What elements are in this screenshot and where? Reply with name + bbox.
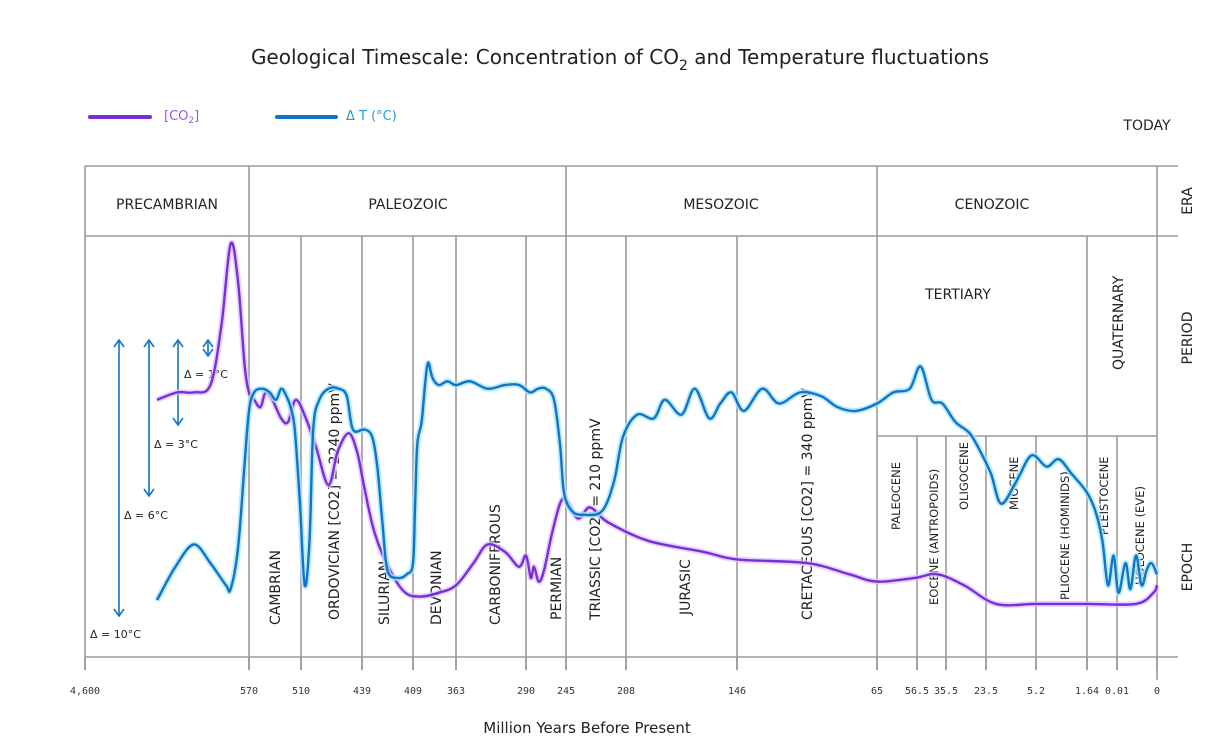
arrow-head-up-icon xyxy=(143,338,155,348)
period-label: CRETACEOUS [CO2] = 340 ppmV xyxy=(800,388,816,620)
epoch-label: PLEISTOCENE xyxy=(1097,456,1111,535)
delta-10-arrow xyxy=(113,338,125,618)
delta-3-arrow xyxy=(172,338,184,427)
period-label: CARBONIFEROUS xyxy=(488,504,504,625)
delta-annotations: Δ = 1°C Δ = 3°C Δ = 6°C Δ = 10°C xyxy=(90,338,228,641)
delta-3-label: Δ = 3°C xyxy=(154,438,198,451)
delta-1-label: Δ = 1°C xyxy=(184,368,228,381)
x-tick-label: 146 xyxy=(728,686,746,697)
period-label: DEVONIAN xyxy=(429,550,445,625)
x-tick-label: 510 xyxy=(292,686,310,697)
epoch-label: EOCENE (ANTROPOIDS) xyxy=(927,469,941,605)
series-layer xyxy=(154,239,1160,609)
today-label: TODAY xyxy=(1122,118,1171,134)
x-tick-label: 5.2 xyxy=(1027,686,1045,697)
legend-label-co2: [CO2] xyxy=(164,109,199,126)
x-tick-label: 23.5 xyxy=(974,686,998,697)
delta-6-arrow xyxy=(143,338,155,498)
x-tick-label: 570 xyxy=(240,686,258,697)
row-label-era: ERA xyxy=(1180,187,1196,215)
chart-title: Geological Timescale: Concentration of C… xyxy=(251,45,989,74)
x-tick-label: 1.64 xyxy=(1075,686,1099,697)
epoch-label: PLIOCENE (HOMINIDS) xyxy=(1058,471,1072,600)
x-tick-label: 439 xyxy=(353,686,371,697)
x-tick-label: 0 xyxy=(1154,686,1160,697)
x-tick-label: 65 xyxy=(871,686,883,697)
series-line-co2 xyxy=(156,241,1159,607)
delta-10-label: Δ = 10°C xyxy=(90,628,141,641)
x-tick-label: 245 xyxy=(557,686,575,697)
x-tick-label: 363 xyxy=(447,686,465,697)
period-label-quaternary: QUATERNARY xyxy=(1111,275,1127,370)
era-label-paleozoic: PALEOZOIC xyxy=(368,197,448,213)
period-label: PERMIAN xyxy=(549,557,565,620)
x-tick-label: 208 xyxy=(617,686,635,697)
arrow-head-down-icon xyxy=(202,348,214,358)
era-label-precambrian: PRECAMBRIAN xyxy=(116,197,218,213)
x-axis-label: Million Years Before Present xyxy=(483,719,691,737)
row-label-epoch: EPOCH xyxy=(1180,543,1196,592)
x-tick-label: 0.01 xyxy=(1105,686,1129,697)
period-label: JURASIC xyxy=(678,559,694,616)
arrow-head-down-icon xyxy=(172,417,184,427)
period-label-tertiary: TERTIARY xyxy=(924,287,991,303)
x-axis: 4,600 570 510 439 409 363 290 245 208 146 65 56.5 35… xyxy=(70,657,1160,697)
period-label: CAMBRIAN xyxy=(268,550,284,625)
arrow-head-down-icon xyxy=(113,608,125,618)
series-line-dt xyxy=(155,361,1159,601)
period-label: TRIASSIC [CO2] = 210 ppmV xyxy=(588,418,604,621)
x-tick-label: 56.5 xyxy=(905,686,929,697)
legend-item-dt: Δ T (°C) xyxy=(275,109,397,124)
arrow-head-up-icon xyxy=(202,338,214,348)
epoch-label: PALEOCENE xyxy=(889,462,903,530)
delta-6-label: Δ = 6°C xyxy=(124,509,168,522)
arrow-head-up-icon xyxy=(113,338,125,348)
x-tick-label: 35.5 xyxy=(934,686,958,697)
era-label-mesozoic: MESOZOIC xyxy=(683,197,759,213)
x-tick-label: 290 xyxy=(517,686,535,697)
arrow-head-up-icon xyxy=(172,338,184,348)
legend-label-dt: Δ T (°C) xyxy=(346,109,397,124)
x-tick-label: 4,600 xyxy=(70,686,100,697)
row-label-period: PERIOD xyxy=(1180,312,1196,365)
x-tick-label: 409 xyxy=(404,686,422,697)
period-label: ORDOVICIAN [CO2] = 2240 ppmV xyxy=(327,383,343,620)
arrow-head-down-icon xyxy=(143,488,155,498)
epoch-label: OLIGOCENE xyxy=(957,442,971,510)
delta-1-arrow xyxy=(202,338,214,358)
legend: [CO2] Δ T (°C) xyxy=(88,109,397,126)
era-label-cenozoic: CENOZOIC xyxy=(955,197,1030,213)
legend-item-co2: [CO2] xyxy=(88,109,199,126)
